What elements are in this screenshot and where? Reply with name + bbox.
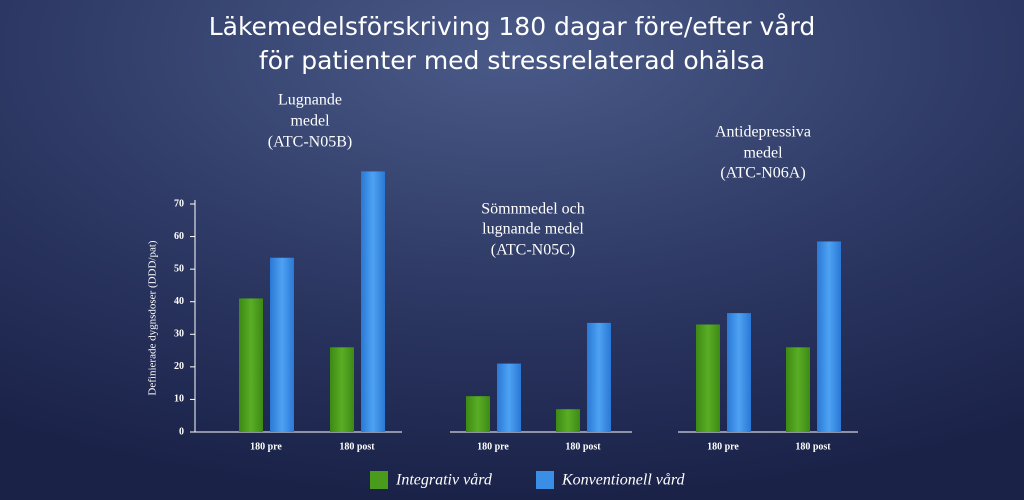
panel-title: Lugnande xyxy=(278,92,342,109)
panel-title: medel xyxy=(290,113,330,130)
panel-title: Antidepressiva xyxy=(715,124,811,141)
panel-title: (ATC-N06A) xyxy=(720,165,805,182)
y-tick-label: 30 xyxy=(174,329,184,340)
legend-swatch xyxy=(536,471,554,489)
bar xyxy=(330,347,354,432)
panel-title: Sömnmedel och xyxy=(481,201,585,218)
legend-label: Integrativ vård xyxy=(395,472,493,489)
panel-title: (ATC-N05B) xyxy=(268,134,352,151)
y-tick-label: 0 xyxy=(179,426,184,437)
chart-title: Läkemedelsförskriving 180 dagar före/eft… xyxy=(209,12,816,41)
bar xyxy=(466,396,490,432)
x-tick-label: 180 pre xyxy=(250,441,282,452)
panel-title: (ATC-N05C) xyxy=(491,242,575,259)
x-tick-label: 180 post xyxy=(795,441,831,452)
bar xyxy=(497,363,521,432)
bar xyxy=(587,322,611,432)
y-tick-label: 50 xyxy=(174,263,184,274)
x-tick-label: 180 pre xyxy=(477,441,509,452)
legend-label: Konventionell vård xyxy=(561,472,685,489)
bar xyxy=(786,347,810,432)
bar xyxy=(727,313,751,432)
y-tick-label: 40 xyxy=(174,296,184,307)
bar xyxy=(696,324,720,432)
panel-title: medel xyxy=(743,145,783,162)
bar xyxy=(270,257,294,432)
y-tick-label: 10 xyxy=(174,394,184,405)
bar xyxy=(556,409,580,432)
bar xyxy=(817,241,841,432)
y-axis-label: Definierade dygnsdoser (DDD/pat) xyxy=(147,240,159,396)
x-tick-label: 180 post xyxy=(339,441,375,452)
chart-title: för patienter med stressrelaterad ohälsa xyxy=(259,46,765,75)
x-tick-label: 180 post xyxy=(565,441,601,452)
bar xyxy=(361,171,385,432)
panel-title: lugnande medel xyxy=(482,221,584,238)
bar xyxy=(239,298,263,432)
y-tick-label: 20 xyxy=(174,361,184,372)
x-tick-label: 180 pre xyxy=(707,441,739,452)
y-tick-label: 60 xyxy=(174,231,184,242)
legend-swatch xyxy=(370,471,388,489)
y-tick-label: 70 xyxy=(174,198,184,209)
